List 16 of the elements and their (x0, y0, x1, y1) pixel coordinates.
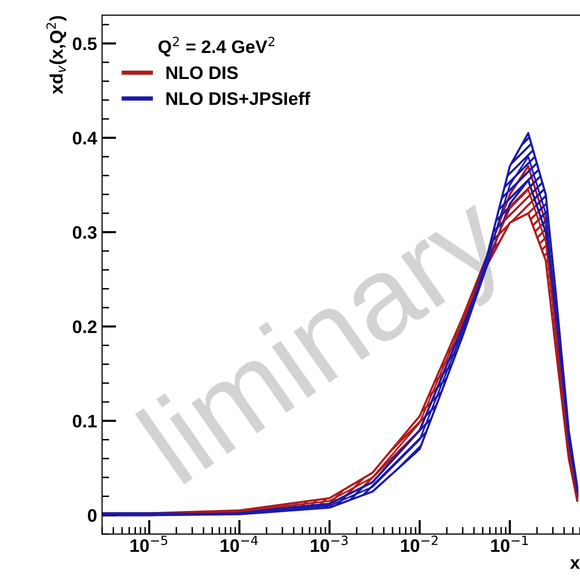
x-tick-label: 10$^{−4}$ (220, 536, 258, 552)
y-tick-label: 0.3 (72, 226, 97, 239)
x-tick-label: 10$^{−5}$ (130, 536, 168, 552)
x-tick-label: 10$^{−3}$ (310, 536, 348, 552)
x-tick-label: 10$^{−2}$ (401, 536, 438, 552)
x-tick-label: 10$^{−1}$ (491, 536, 528, 552)
y-tick-label: 0 (88, 509, 96, 522)
x-axis-title: x (570, 559, 580, 569)
y-tick-label: 0.1 (72, 414, 97, 428)
legend-label: NLO DIS+JPSIeff (166, 92, 310, 106)
y-tick-label: 0.4 (72, 132, 98, 145)
y-tick-label: 0.2 (72, 320, 96, 334)
legend-title: Q$^{2}$ = 2.4 GeV$^{2}$ (158, 36, 274, 57)
y-axis-title: xd$_{v}$(x,Q$^{2}$) (46, 16, 66, 94)
y-tick-label: 0.5 (72, 37, 97, 50)
legend-label: NLO DIS (166, 66, 238, 80)
